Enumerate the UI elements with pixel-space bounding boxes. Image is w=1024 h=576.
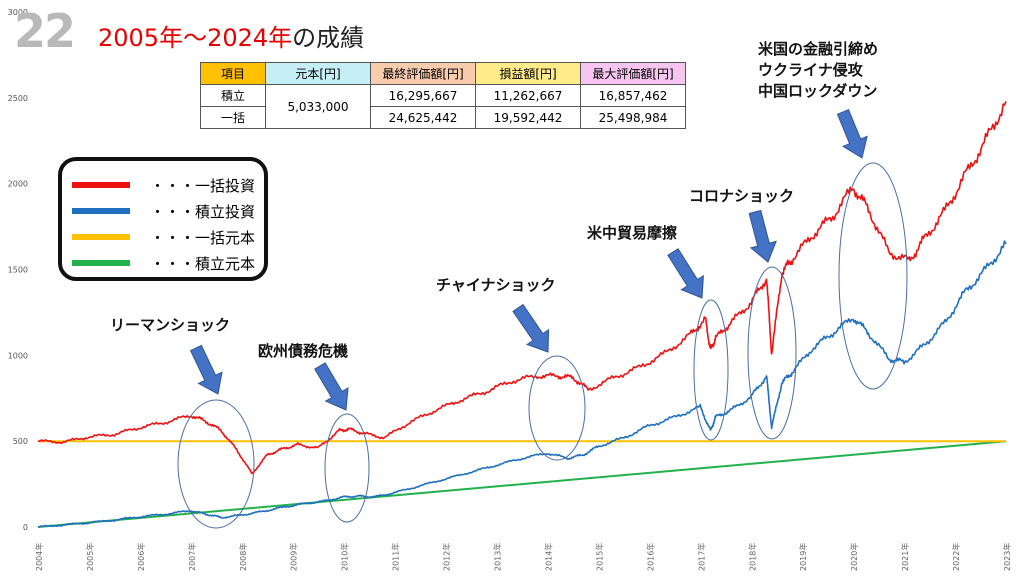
title-suffix: の成績 [292,24,365,52]
y-tick-label: 0 [23,523,28,532]
x-tick-label: 2020年 [849,543,859,571]
x-tick-label: 2018年 [747,543,757,571]
annotation-arrow [314,362,349,411]
y-tick-label: 3000 [8,8,28,17]
legend-label: ・・・積立元本 [150,255,256,273]
legend-label: ・・・積立投資 [150,203,256,221]
table-row: 一括 24,625,442 19,592,442 25,498,984 [200,106,686,129]
x-tick-label: 2006年 [136,543,146,571]
annotation-arrow [512,303,550,353]
lump-final-cell: 24,625,442 [370,106,476,129]
x-tick-label: 2007年 [187,543,197,571]
x-tick-label: 2019年 [798,543,808,571]
legend-label: ・・・一括元本 [150,229,256,247]
dca-profit-cell: 11,262,667 [475,84,581,107]
header-principal: 元本[円] [265,62,371,85]
chart-legend: ・・・一括投資 ・・・積立投資 ・・・一括元本 ・・・積立元本 [58,157,268,281]
annotation-arrow [836,109,868,159]
legend-swatch [72,234,130,240]
annotation-arrow [189,344,223,395]
y-tick-label: 500 [13,437,28,446]
row-label-lump: 一括 [200,106,266,129]
event-ellipse [177,399,255,529]
title-period: 2005年～2024年 [98,24,293,52]
event-ellipse [528,355,586,461]
series-line-dca-principal [37,440,1007,528]
event-ellipse [693,299,729,441]
annotation-label: 欧州債務危機 [258,342,348,360]
annotation-arrow [667,248,704,299]
x-tick-label: 2017年 [696,543,706,571]
annotation-label: 米中貿易摩擦 [587,224,677,242]
header-max-value: 最大評価額[円] [580,62,686,85]
x-tick-label: 2011年 [391,543,401,571]
lump-profit-cell: 19,592,442 [475,106,581,129]
y-tick-label: 2000 [8,180,28,189]
x-tick-label: 2005年 [85,543,95,571]
x-tick-label: 2012年 [442,543,452,571]
slide-number: 22 [14,4,76,58]
annotation-label: コロナショック [689,187,794,205]
annotation-label: リーマンショック [110,316,230,334]
annotation-label: 中国ロックダウン [758,82,877,100]
legend-swatch [72,182,130,188]
legend-item-dca: ・・・積立投資 [72,201,262,221]
header-profit: 損益額[円] [475,62,581,85]
x-tick-label: 2009年 [289,543,299,571]
annotation-label: 米国の金融引締め [758,40,878,58]
legend-label: ・・・一括投資 [150,177,256,195]
x-tick-label: 2004年 [34,543,44,571]
summary-header-row: 項目 元本[円] 最終評価額[円] 損益額[円] 最大評価額[円] [200,62,686,85]
page-title: 2005年～2024年の成績 [98,18,364,53]
lump-max-cell: 25,498,984 [580,106,686,129]
annotation-arrow [748,209,777,263]
y-tick-label: 2500 [8,94,28,103]
x-tick-label: 2022年 [951,543,961,571]
legend-swatch [72,208,130,214]
x-tick-label: 2023年 [1002,543,1012,571]
legend-item-dca-principal: ・・・積立元本 [72,253,262,273]
series-line-dca [37,240,1007,528]
legend-item-lump-principal: ・・・一括元本 [72,227,262,247]
x-tick-label: 2016年 [645,543,655,571]
x-tick-label: 2021年 [900,543,910,571]
event-ellipse [747,266,797,440]
x-tick-label: 2014年 [543,543,553,571]
x-tick-label: 2010年 [340,543,350,571]
x-tick-label: 2015年 [594,543,604,571]
principal-cell: 5,033,000 [265,84,371,129]
event-ellipse [324,413,370,523]
y-tick-label: 1500 [8,266,28,275]
row-label-dca: 積立 [200,84,266,107]
event-ellipse [838,162,908,390]
header-item: 項目 [200,62,266,85]
legend-swatch [72,260,130,266]
x-tick-label: 2008年 [238,543,248,571]
table-row: 積立 5,033,000 16,295,667 11,262,667 16,85… [200,84,686,129]
annotation-label: チャイナショック [436,276,556,294]
header-final-value: 最終評価額[円] [370,62,476,85]
x-tick-label: 2013年 [493,543,503,571]
dca-max-cell: 16,857,462 [580,84,686,107]
summary-table: 項目 元本[円] 最終評価額[円] 損益額[円] 最大評価額[円] 積立 5,0… [200,62,686,129]
series-line-lump [38,100,1007,475]
annotation-label: ウクライナ侵攻 [758,61,864,79]
dca-final-cell: 16,295,667 [370,84,476,107]
legend-item-lump: ・・・一括投資 [72,175,262,195]
y-tick-label: 1000 [8,351,28,360]
